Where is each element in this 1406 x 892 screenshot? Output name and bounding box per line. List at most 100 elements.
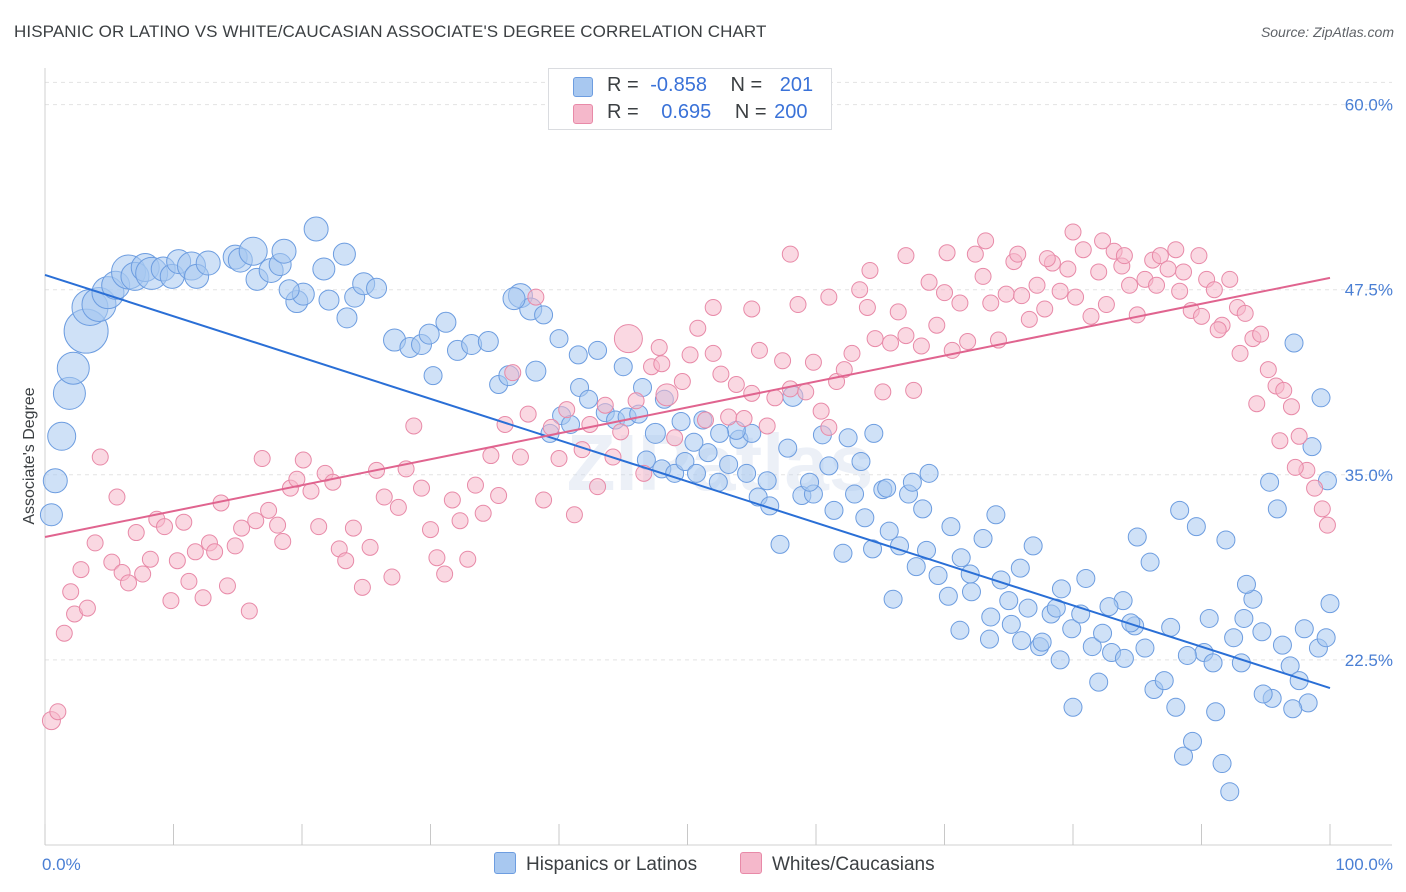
point-white	[812, 402, 830, 420]
point-white	[180, 572, 198, 590]
point-white	[1286, 458, 1304, 476]
point-white	[789, 296, 807, 314]
point-white	[920, 273, 938, 291]
point-white	[1236, 304, 1254, 322]
point-hispanic	[1220, 782, 1240, 802]
point-white	[758, 417, 776, 435]
point-hispanic	[938, 586, 958, 606]
point-hispanic	[877, 478, 897, 498]
point-hispanic	[56, 351, 90, 385]
point-hispanic	[1032, 632, 1052, 652]
point-white	[1175, 263, 1193, 281]
point-white	[1248, 395, 1266, 413]
point-hispanic	[195, 250, 221, 276]
point-hispanic	[1302, 437, 1322, 457]
point-white	[997, 285, 1015, 303]
point-hispanic	[1311, 388, 1331, 408]
point-white	[735, 410, 753, 428]
point-hispanic	[770, 534, 790, 554]
point-hispanic	[1283, 699, 1303, 719]
point-hispanic	[477, 331, 499, 353]
point-hispanic	[800, 472, 820, 492]
point-white	[1209, 321, 1227, 339]
point-white	[689, 319, 707, 337]
point-white	[274, 532, 292, 550]
point-hispanic	[864, 423, 884, 443]
point-white	[1151, 247, 1169, 265]
point-hispanic	[1206, 702, 1226, 722]
point-white	[581, 415, 599, 433]
point-white	[727, 375, 745, 393]
point-hispanic	[819, 456, 839, 476]
point-hispanic	[47, 421, 77, 451]
point-hispanic	[1320, 594, 1340, 614]
point-hispanic	[1294, 619, 1314, 639]
legend-r-label: R =	[607, 101, 639, 123]
point-hispanic	[1018, 598, 1038, 618]
point-white	[459, 550, 477, 568]
point-white	[226, 537, 244, 555]
point-white	[405, 417, 423, 435]
point-hispanic	[686, 463, 706, 483]
legend-n-value: 201	[779, 74, 814, 96]
point-white	[704, 298, 722, 316]
point-white	[1038, 250, 1056, 268]
point-white	[86, 534, 104, 552]
point-hispanic	[833, 543, 853, 563]
point-hispanic	[1154, 671, 1174, 691]
point-white	[712, 365, 730, 383]
point-white	[1282, 398, 1300, 416]
point-hispanic	[1010, 558, 1030, 578]
legend-swatch-hispanics	[573, 77, 593, 97]
point-white	[103, 553, 121, 571]
point-white	[612, 423, 630, 441]
point-white	[260, 501, 278, 519]
point-hispanic	[568, 345, 588, 365]
point-white	[1221, 270, 1239, 288]
point-hispanic	[855, 508, 875, 528]
point-white	[951, 294, 969, 312]
point-hispanic	[332, 242, 356, 266]
point-white	[928, 316, 946, 334]
point-white	[897, 247, 915, 265]
point-hispanic	[1089, 672, 1109, 692]
point-hispanic	[1177, 645, 1197, 665]
point-white	[743, 300, 761, 318]
point-hispanic	[851, 451, 871, 471]
point-hispanic	[1316, 628, 1336, 648]
point-white	[141, 550, 159, 568]
point-white	[72, 561, 90, 579]
point-white	[375, 488, 393, 506]
point-white	[527, 288, 545, 306]
point-hispanic	[838, 428, 858, 448]
bottom-legend-swatch-whites	[740, 852, 762, 874]
point-hispanic	[906, 557, 926, 577]
point-white	[288, 470, 306, 488]
point-hispanic	[1267, 499, 1287, 519]
trend-line-hispanics	[44, 273, 1331, 689]
point-white	[897, 327, 915, 345]
point-white	[966, 245, 984, 263]
point-hispanic	[757, 471, 777, 491]
point-white	[310, 518, 328, 536]
point-hispanic	[778, 438, 798, 458]
y-tick-label: 47.5%	[1345, 281, 1393, 300]
point-hispanic	[973, 528, 993, 548]
bottom-legend-hispanics: Hispanics or Latinos	[494, 852, 697, 876]
point-hispanic	[1183, 731, 1203, 751]
point-hispanic	[1063, 697, 1083, 717]
point-white	[882, 334, 900, 352]
bottom-legend-label-whites: Whites/Caucasians	[772, 854, 935, 875]
x-tick-label: 0.0%	[42, 855, 81, 874]
point-hispanic	[719, 454, 739, 474]
legend-r-value: -0.858	[650, 74, 707, 96]
point-hispanic	[1203, 653, 1223, 673]
point-white	[1193, 307, 1210, 325]
point-hispanic	[961, 582, 981, 602]
bottom-legend-label-hispanics: Hispanics or Latinos	[526, 854, 698, 875]
point-hispanic	[1001, 614, 1021, 634]
point-white	[650, 338, 668, 356]
point-white	[443, 491, 461, 509]
point-hispanic	[999, 591, 1019, 611]
point-white	[294, 451, 312, 469]
